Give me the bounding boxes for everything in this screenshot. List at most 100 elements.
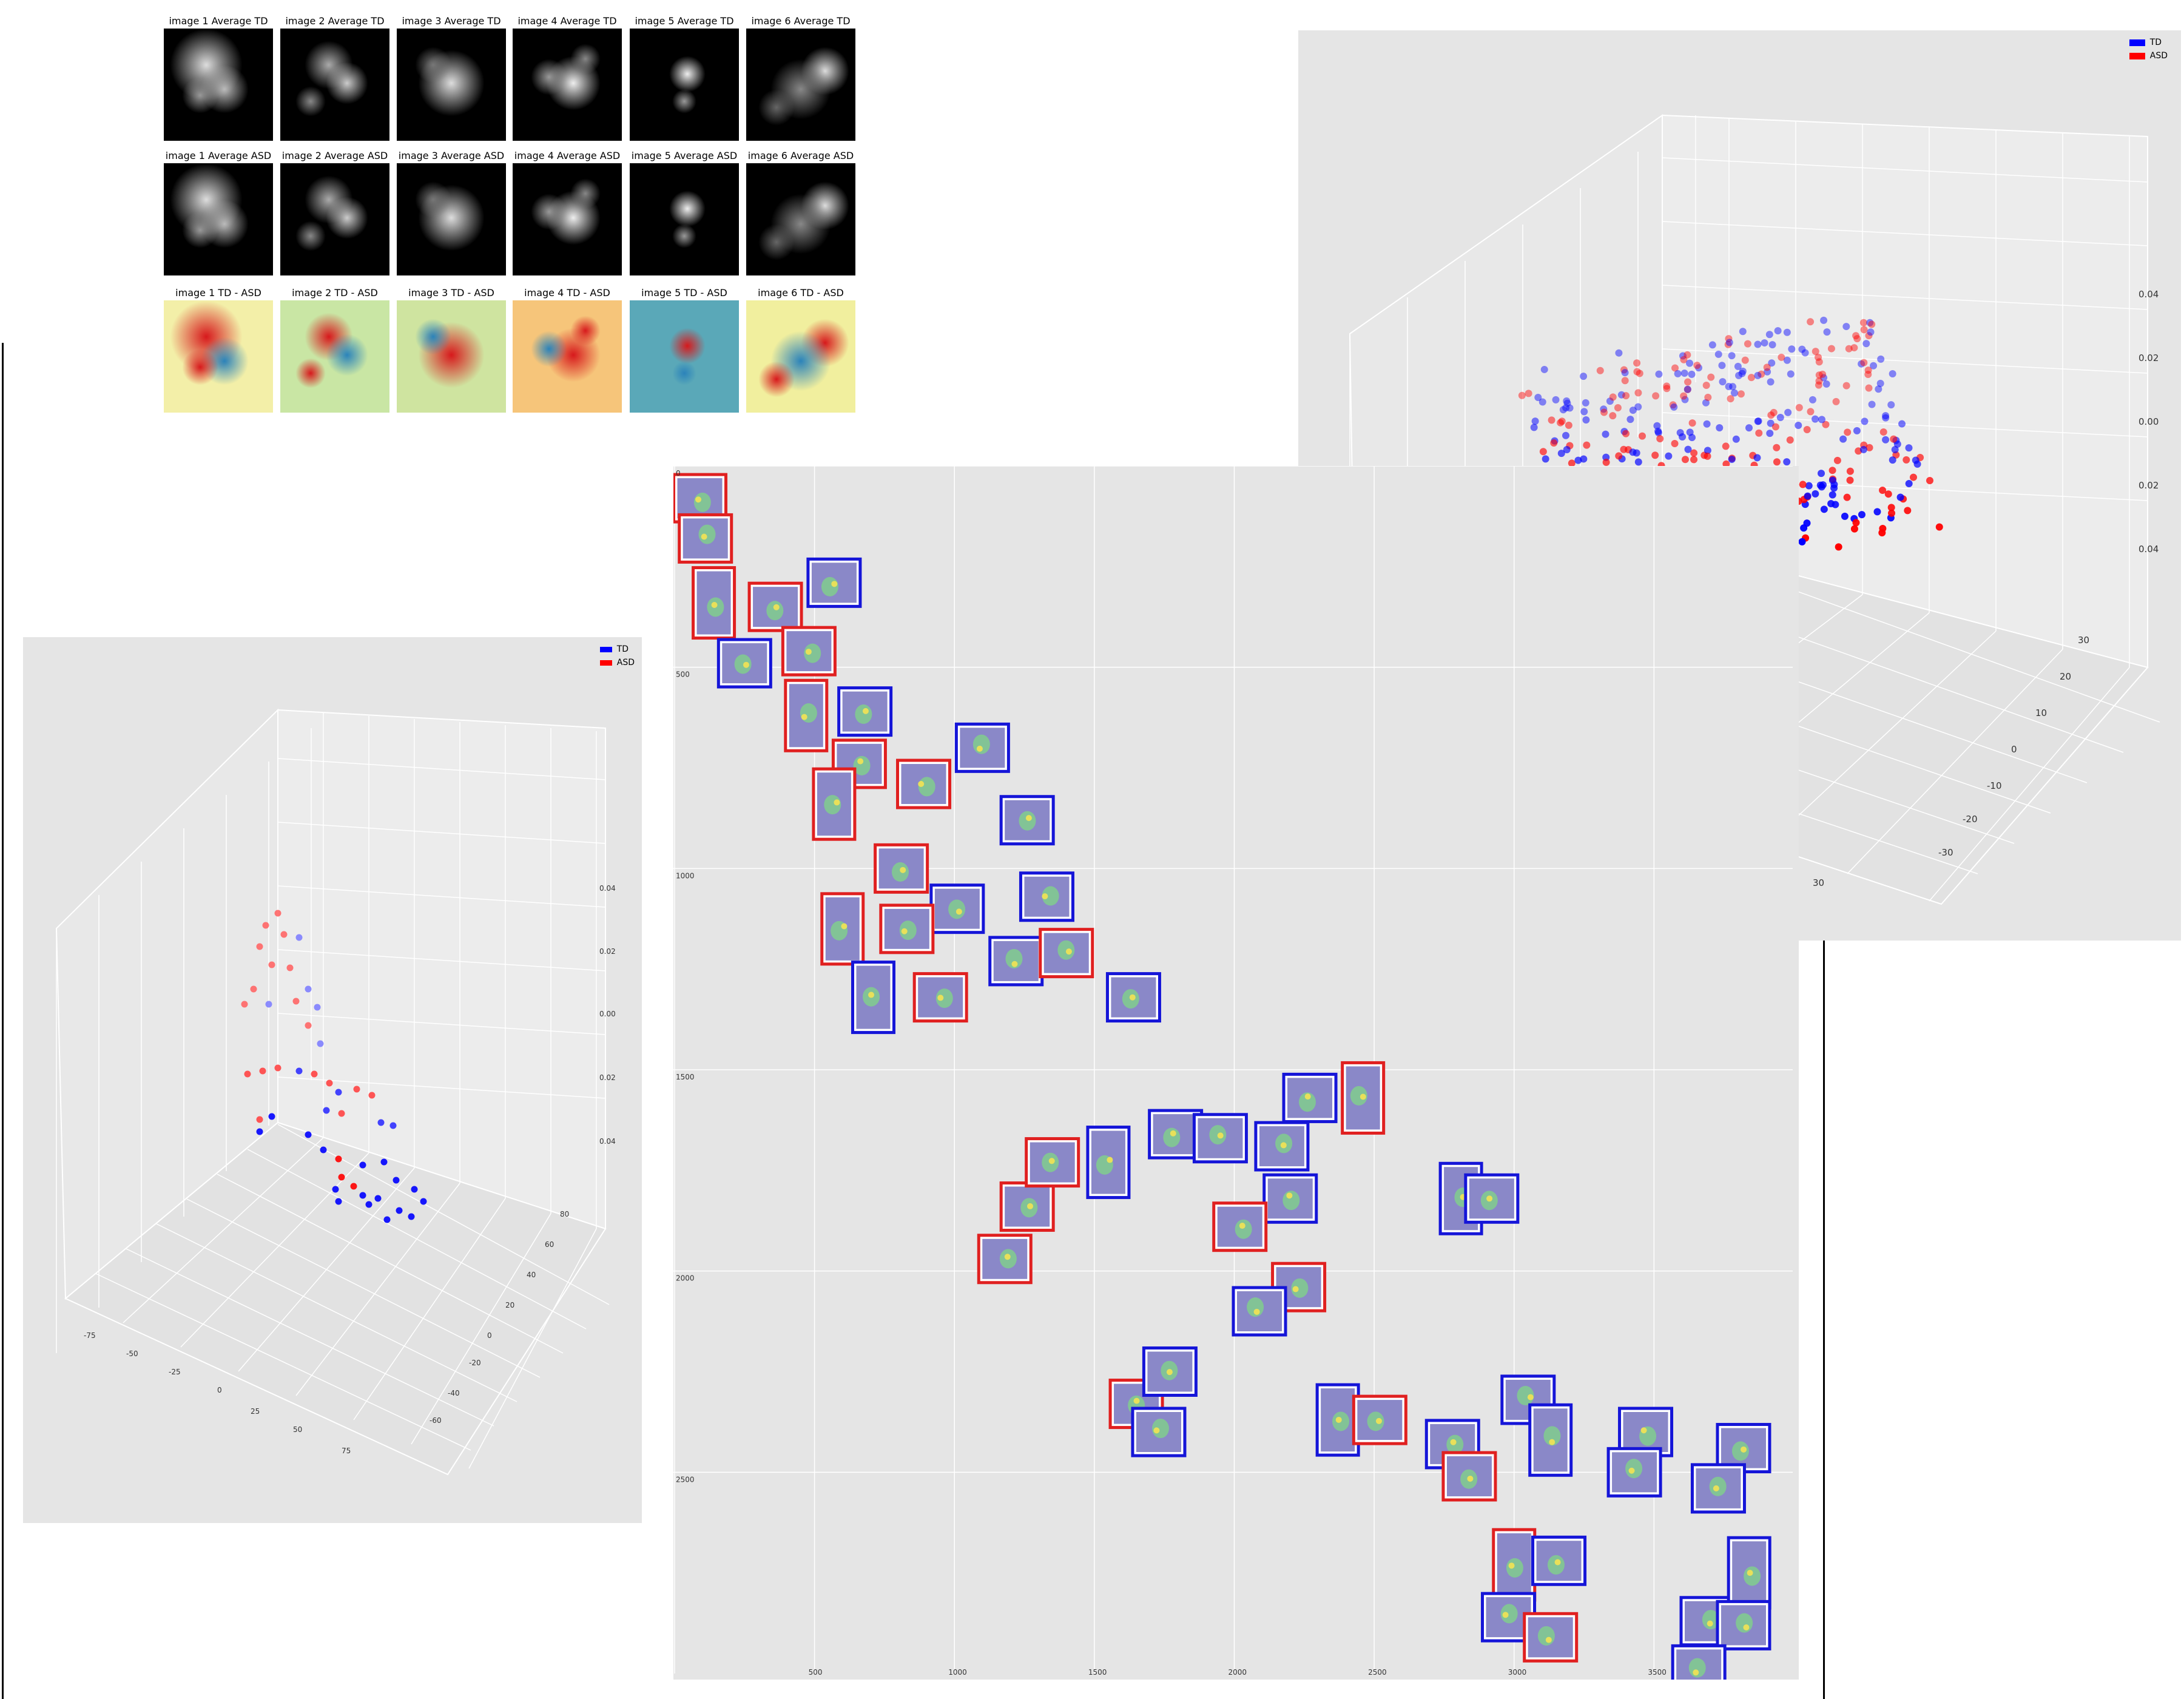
data-point <box>1864 370 1872 378</box>
data-point <box>1904 507 1912 515</box>
thumbnail-saliency-peak <box>918 781 925 788</box>
image-thumbnail <box>851 961 895 1035</box>
heatmap-title: image 3 Average TD <box>402 15 501 27</box>
data-point <box>1787 370 1795 378</box>
data-point <box>1708 341 1716 349</box>
legend-td-swatch <box>599 646 612 652</box>
grid-line <box>217 1174 564 1354</box>
data-point <box>1606 397 1614 405</box>
data-point <box>1859 319 1867 326</box>
z-tick-label: 0.00 <box>2138 416 2159 427</box>
thumbnail-saliency-blob <box>1537 1626 1555 1646</box>
thumbnail-saliency-blob <box>1500 1604 1518 1624</box>
data-point <box>1684 351 1691 359</box>
data-point <box>1534 394 1542 402</box>
data-point <box>1889 370 1896 378</box>
data-point <box>1617 391 1625 399</box>
image-thumbnail <box>1212 1201 1268 1252</box>
x-tick-label: 25 <box>251 1407 260 1416</box>
x-tick-label: 500 <box>809 1668 823 1677</box>
data-point <box>1882 436 1890 444</box>
data-point <box>1602 458 1610 466</box>
data-point <box>1563 397 1571 405</box>
data-point <box>1655 370 1663 378</box>
data-point <box>1744 340 1751 348</box>
data-point <box>1737 390 1745 398</box>
heatmap-blob <box>182 77 218 113</box>
data-point <box>1859 445 1867 453</box>
y-tick-label: 40 <box>527 1271 536 1279</box>
data-point <box>1665 452 1673 460</box>
thumbnail-saliency-peak <box>1640 1427 1647 1434</box>
data-point <box>1620 366 1628 374</box>
thumbnail-saliency-blob <box>821 576 838 596</box>
heatmap-title: image 2 TD - ASD <box>292 287 378 299</box>
image-thumbnail <box>692 566 736 640</box>
data-point <box>1633 359 1641 367</box>
y-tick-label: -30 <box>1938 847 1953 858</box>
data-point <box>244 1070 251 1078</box>
data-point <box>1722 442 1730 450</box>
data-point <box>1850 344 1858 352</box>
grid-line <box>1662 285 2148 310</box>
image-thumbnail <box>912 972 968 1023</box>
data-point <box>1819 370 1827 378</box>
data-point <box>1773 458 1781 466</box>
average-heatmap <box>513 163 622 275</box>
data-point <box>1818 416 1825 424</box>
data-point <box>1768 341 1776 349</box>
heatmap-title: image 5 TD - ASD <box>641 287 727 299</box>
image-thumbnail <box>1606 1447 1662 1498</box>
data-point <box>1686 359 1694 367</box>
data-point <box>1633 368 1641 376</box>
data-point <box>1783 356 1791 364</box>
data-point <box>1634 403 1642 411</box>
data-point <box>1815 381 1822 389</box>
data-point <box>1858 511 1866 519</box>
thumbnail-saliency-peak <box>1713 1485 1719 1491</box>
thumbnail-saliency-peak <box>743 661 749 668</box>
data-point <box>1818 470 1825 478</box>
thumbnail-saliency-blob <box>1005 948 1023 968</box>
data-point <box>259 1067 266 1075</box>
z-tick-label: 0.02 <box>2138 353 2159 363</box>
x-tick-label: 0 <box>217 1386 222 1394</box>
data-point <box>1629 407 1637 414</box>
data-point <box>1842 382 1850 390</box>
data-point <box>1783 458 1791 466</box>
z-tick-label: 0.04 <box>2138 544 2159 555</box>
thumbnail-saliency-blob <box>1543 1426 1561 1446</box>
heatmap-title: image 6 Average ASD <box>747 150 854 161</box>
data-point <box>1694 364 1702 372</box>
heatmap-title: image 4 Average ASD <box>514 150 621 161</box>
data-point <box>1767 378 1774 386</box>
data-point <box>295 934 303 941</box>
average-heatmap <box>513 29 622 141</box>
heatmap-blob <box>669 191 706 227</box>
thumbnail-saliency-peak <box>862 708 869 714</box>
thumbnail-saliency-peak <box>711 601 718 608</box>
heatmap-title: image 4 Average TD <box>517 15 617 27</box>
data-point <box>1832 397 1840 405</box>
data-point <box>368 1092 376 1099</box>
z-tick-label: 0.04 <box>2138 289 2159 300</box>
data-point <box>411 1186 418 1193</box>
x-tick-label: 2000 <box>1228 1668 1247 1677</box>
data-point <box>326 1079 333 1087</box>
z-tick-label: 0.04 <box>599 884 616 893</box>
data-point <box>1879 486 1887 494</box>
data-point <box>305 1022 312 1029</box>
data-point <box>1804 492 1812 500</box>
thumbnail-saliency-blob <box>1057 940 1075 960</box>
data-point <box>1870 362 1878 370</box>
thumbnail-saliency-blob <box>1517 1386 1534 1406</box>
heatmap-title: image 2 Average TD <box>285 15 385 27</box>
thumbnail-saliency-peak <box>1027 1203 1034 1209</box>
data-point <box>305 985 312 993</box>
data-point <box>350 1183 357 1190</box>
grid-line <box>126 1248 494 1427</box>
average-heatmap <box>630 29 739 141</box>
thumbnail-saliency-peak <box>1042 893 1048 900</box>
data-point <box>1864 366 1872 374</box>
thumbnail-saliency-blob <box>1291 1278 1309 1298</box>
